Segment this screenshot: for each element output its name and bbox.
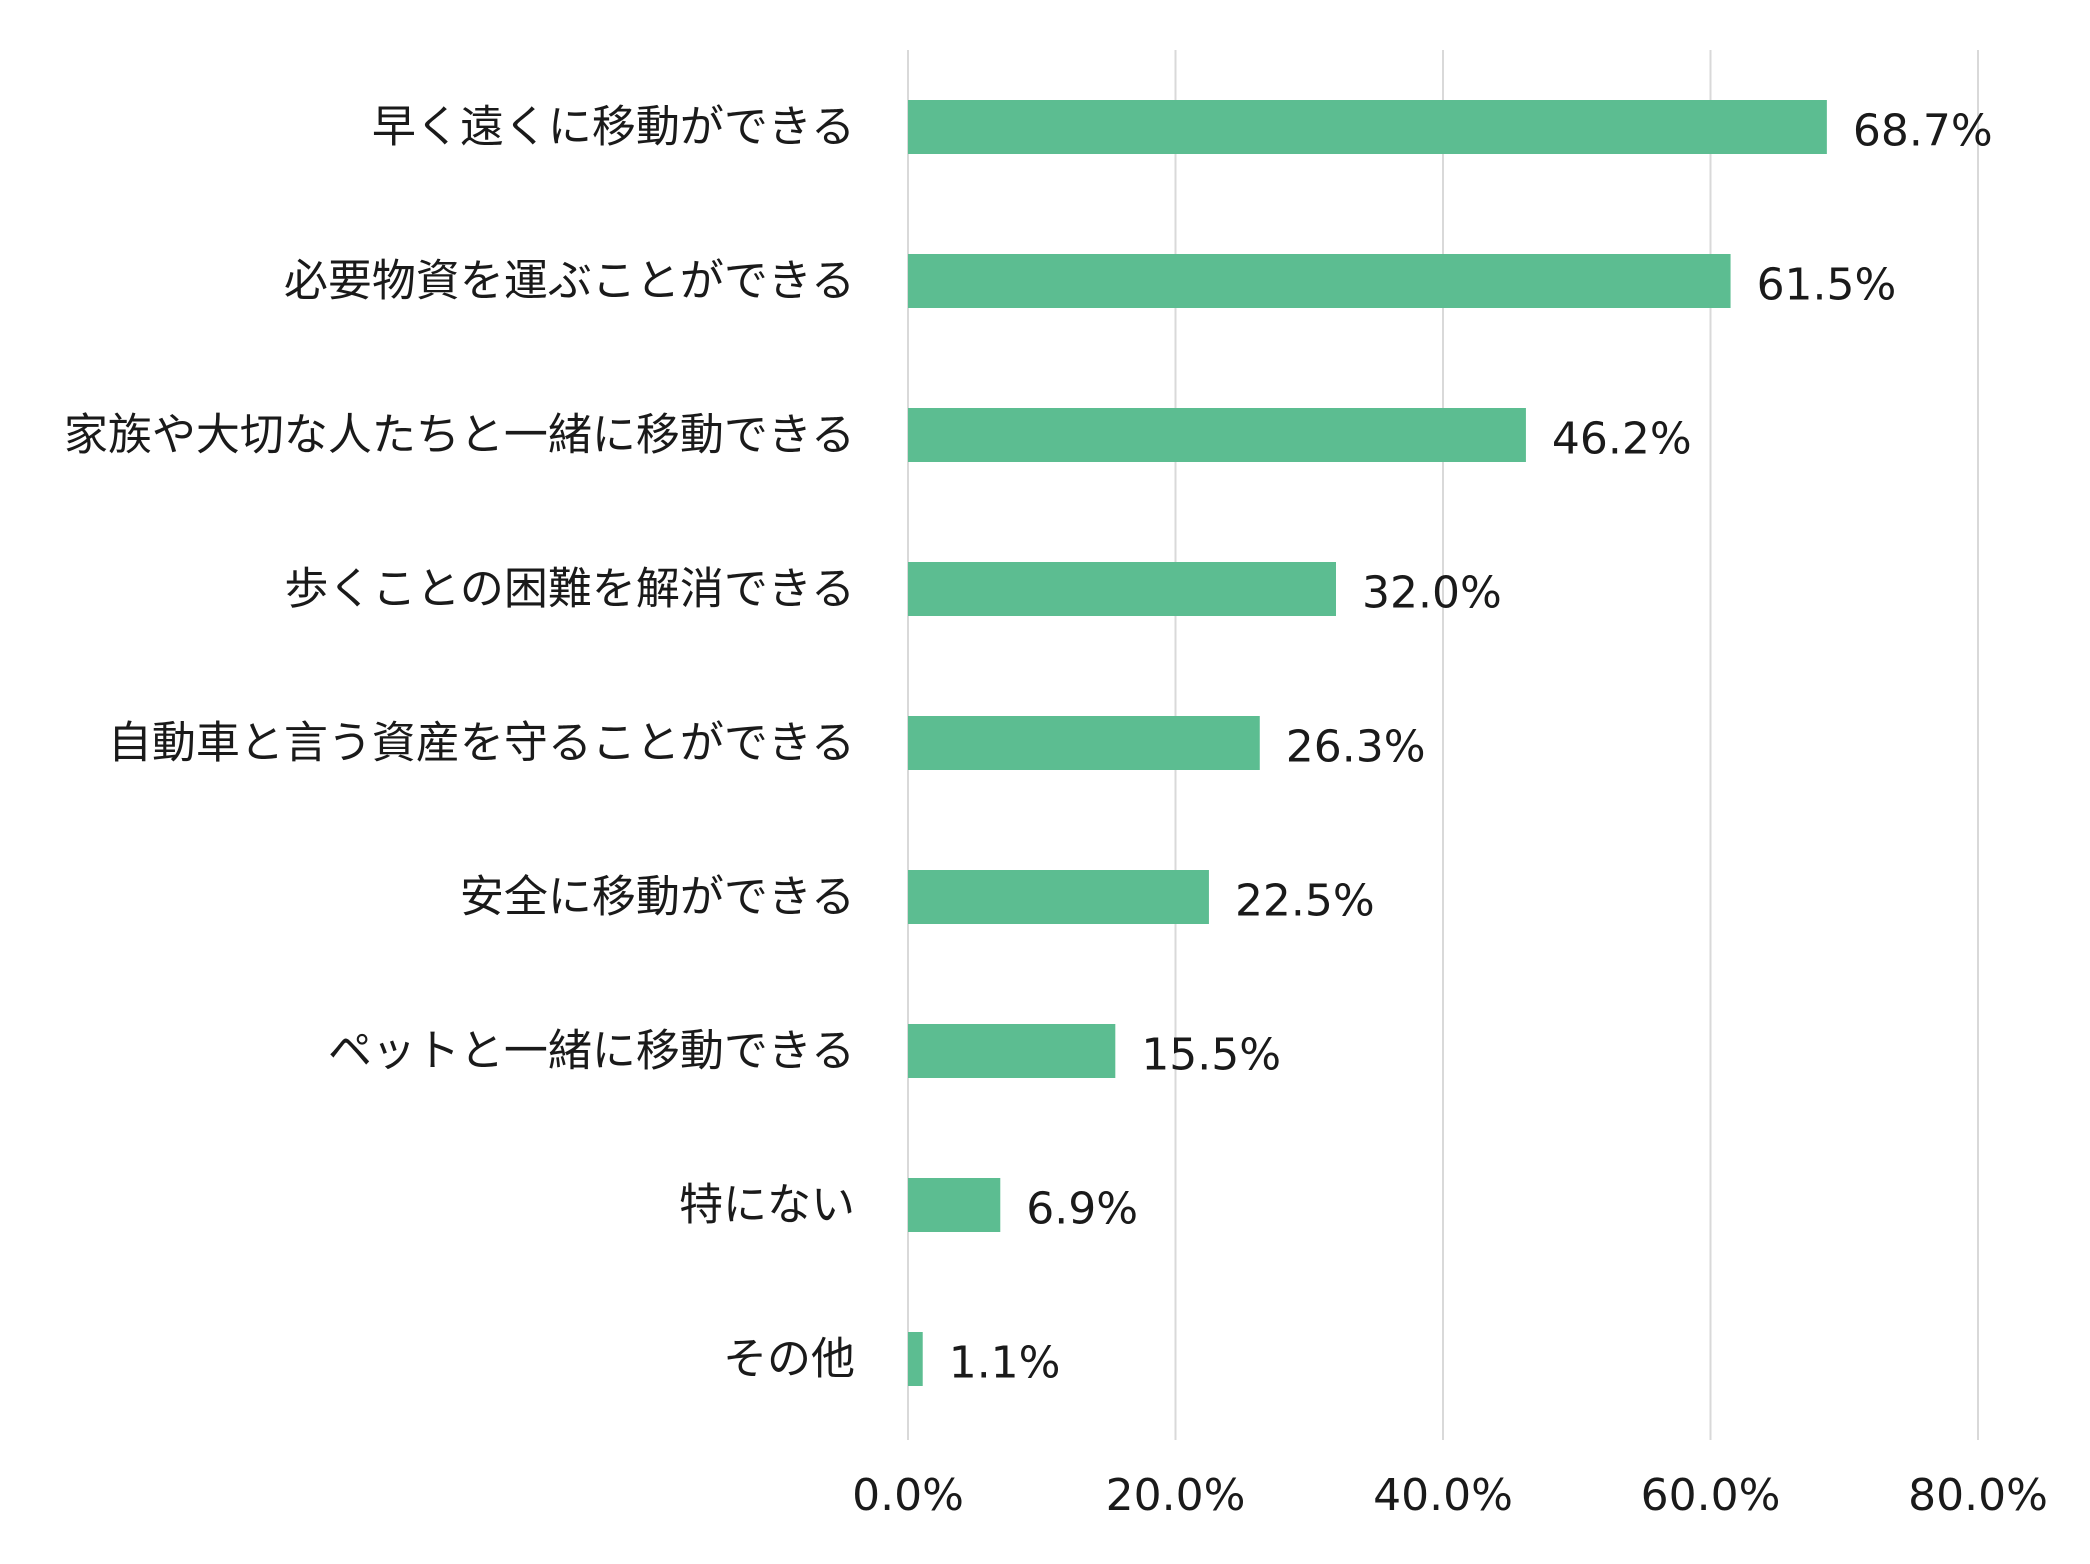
data-label: 68.7% [1853,106,1993,157]
data-label: 1.1% [949,1338,1061,1389]
x-tick-label: 20.0% [1106,1470,1246,1521]
data-label: 46.2% [1552,414,1692,465]
data-label: 26.3% [1286,722,1426,773]
data-label: 61.5% [1757,260,1897,311]
category-label: 安全に移動ができる [460,872,855,923]
bar [908,100,1827,154]
category-label: 早く遠くに移動ができる [372,102,855,153]
bar [908,1024,1116,1078]
category-label: 歩くことの困難を解消できる [284,564,855,615]
data-label: 6.9% [1026,1184,1138,1235]
bars [908,100,1827,1386]
category-label: その他 [723,1334,855,1385]
category-label: 特にない [679,1180,855,1231]
bar [908,870,1209,924]
x-tick-label: 80.0% [1908,1470,2048,1521]
x-tick-label: 40.0% [1373,1470,1513,1521]
category-label: 家族や大切な人たちと一緒に移動できる [64,410,855,461]
data-label: 22.5% [1235,876,1375,927]
data-label: 15.5% [1141,1030,1281,1081]
data-label: 32.0% [1362,568,1502,619]
category-label: 必要物資を運ぶことができる [284,256,855,307]
bar [908,408,1526,462]
bar [908,1178,1001,1232]
category-label: ペットと一緒に移動できる [328,1026,855,1077]
bar [908,562,1336,616]
x-tick-label: 60.0% [1641,1470,1781,1521]
category-labels: 早く遠くに移動ができる必要物資を運ぶことができる家族や大切な人たちと一緒に移動で… [64,102,855,1385]
category-label: 自動車と言う資産を守ることができる [108,718,855,769]
bar [908,716,1260,770]
value-labels: 68.7% 61.5% 46.2% 32.0% 26.3% 22.5% 15.5% 6.9% 1… [949,106,1993,1389]
bar [908,1332,923,1386]
bar [908,254,1731,308]
x-axis-tick-labels: 0.0% 20.0% 40.0% 60.0% 80.0% [852,1470,2048,1521]
x-tick-label: 0.0% [852,1470,964,1521]
